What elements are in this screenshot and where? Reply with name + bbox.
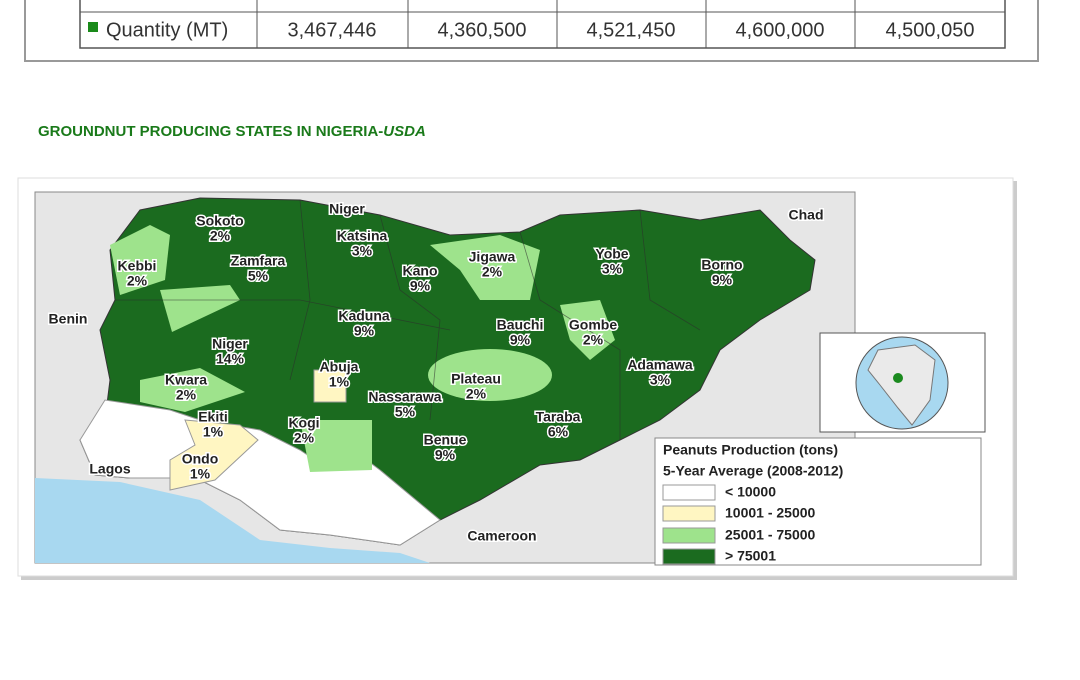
state-name: Adamawa — [627, 357, 693, 373]
cell: 4,500,050 — [886, 19, 975, 41]
country-label: Cameroon — [467, 528, 536, 544]
country-label: Niger — [329, 201, 365, 217]
state-name: Kogi — [288, 415, 319, 431]
state-name: Sokoto — [196, 213, 243, 229]
state-share: 9% — [354, 323, 375, 339]
legend-title: Peanuts Production (tons) — [663, 442, 838, 458]
state-share: 2% — [176, 387, 197, 403]
state-share: 2% — [210, 228, 231, 244]
state-share: 5% — [395, 404, 416, 420]
state-name: Kebbi — [118, 258, 157, 274]
state-share: 1% — [190, 466, 211, 482]
state-name: Abuja — [320, 359, 359, 375]
state-name: Kaduna — [338, 308, 390, 324]
state-name: Gombe — [569, 317, 617, 333]
state-name: Zamfara — [231, 253, 286, 269]
country-label: Benin — [49, 311, 88, 327]
state-name: Kano — [403, 263, 438, 279]
state-share: 2% — [583, 332, 604, 348]
table-grid — [79, 0, 1006, 49]
state-share: 2% — [294, 430, 315, 446]
state-name: Taraba — [536, 409, 581, 425]
state-name: Ondo — [182, 451, 219, 467]
legend-item: 25001 - 75000 — [725, 527, 816, 543]
state-name: Nassarawa — [368, 389, 441, 405]
state-name: Yobe — [595, 246, 628, 262]
state-share: 5% — [248, 268, 269, 284]
state-share: 9% — [410, 278, 431, 294]
map-legend: Peanuts Production (tons) 5-Year Average… — [654, 437, 982, 566]
cell: 3,467,446 — [288, 19, 377, 41]
heading: GROUNDNUT PRODUCING STATES IN NIGERIA-US… — [38, 123, 426, 140]
legend-key — [88, 22, 98, 32]
cell: 4,521,450 — [587, 19, 676, 41]
state-share: 2% — [466, 386, 487, 402]
legend-subtitle: 5-Year Average (2008-2012) — [663, 463, 843, 479]
state-share: 9% — [712, 272, 733, 288]
state-name: Ekiti — [198, 409, 228, 425]
state-name: Bauchi — [497, 317, 544, 333]
legend-item: < 10000 — [725, 484, 776, 500]
country-label: Chad — [789, 207, 824, 223]
heading-text: GROUNDNUT PRODUCING STATES IN NIGERIA- — [38, 123, 383, 140]
legend-item: 10001 - 25000 — [725, 505, 816, 521]
legend-item: > 75001 — [725, 548, 776, 564]
cell: 4,360,500 — [438, 19, 527, 41]
state-name: Plateau — [451, 371, 501, 387]
state-share: 9% — [510, 332, 531, 348]
state-share: 3% — [650, 372, 671, 388]
heading-source: USDA — [383, 123, 426, 140]
cell: 4,600,000 — [736, 19, 825, 41]
state-name: Jigawa — [469, 249, 516, 265]
state-name: Borno — [701, 257, 742, 273]
table-frame — [24, 0, 1039, 62]
state-share: 9% — [435, 447, 456, 463]
column-lines — [256, 0, 856, 48]
map-labels: Niger ChadBeninLagosCameroonSokoto2%Kebbi… — [47, 199, 825, 545]
state-share: 2% — [127, 273, 148, 289]
state-name: Niger — [212, 336, 248, 352]
inset-globe — [819, 332, 986, 433]
state-share: 14% — [216, 351, 245, 367]
state-name: Kwara — [165, 372, 207, 388]
state-share: 2% — [482, 264, 503, 280]
state-share: 6% — [548, 424, 569, 440]
row-label: Quantity (MT) — [106, 19, 228, 41]
state-share: 3% — [352, 243, 373, 259]
country-label: Lagos — [89, 461, 130, 477]
state-name: Benue — [424, 432, 467, 448]
state-share: 3% — [602, 261, 623, 277]
state-name: Katsina — [337, 228, 388, 244]
state-share: 1% — [203, 424, 224, 440]
state-share: 1% — [329, 374, 350, 390]
